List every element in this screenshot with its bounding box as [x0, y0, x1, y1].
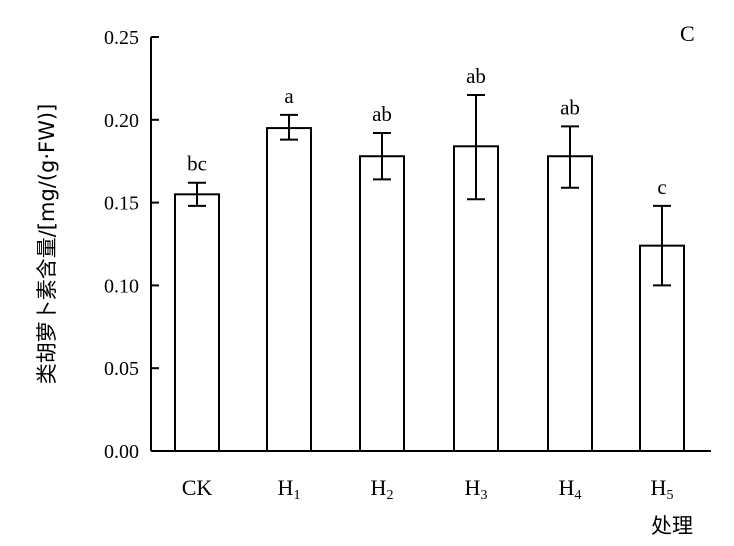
y-ticks: 0.00 0.05 0.10 0.15 0.20 0.25 — [104, 27, 159, 463]
error-bars — [188, 93, 671, 287]
y-tick-label: 0.20 — [104, 110, 139, 132]
y-tick-label: 0.00 — [104, 441, 139, 463]
bar — [266, 127, 312, 453]
significance-label: ab — [372, 102, 392, 126]
x-axis-label: 处理 — [651, 514, 693, 538]
significance-labels: bc a ab ab ab c — [187, 64, 667, 199]
significance-label: ab — [466, 64, 486, 88]
y-tick-label: 0.10 — [104, 275, 139, 297]
significance-label: a — [284, 84, 294, 108]
significance-label: ab — [560, 95, 580, 119]
category-label: H4 — [559, 475, 582, 503]
significance-label: c — [657, 175, 666, 199]
category-label: H2 — [371, 475, 394, 503]
category-label: CK — [182, 475, 213, 500]
category-labels: CK H1 H2 H3 H4 H5 — [182, 475, 674, 503]
y-tick-label: 0.05 — [104, 358, 139, 380]
bar — [547, 155, 593, 452]
category-label: H1 — [278, 475, 301, 503]
y-tick-label: 0.15 — [104, 193, 139, 215]
y-axis-label: 类胡萝卜素含量/[mg/(g·FW)] — [35, 104, 59, 385]
y-tick-label: 0.25 — [104, 27, 139, 49]
panel-label: C — [680, 21, 695, 46]
category-label: H5 — [651, 475, 674, 503]
significance-label: bc — [187, 152, 207, 176]
bar — [174, 193, 220, 452]
bars — [174, 127, 685, 453]
category-label: H3 — [465, 475, 488, 503]
bar — [359, 155, 405, 452]
